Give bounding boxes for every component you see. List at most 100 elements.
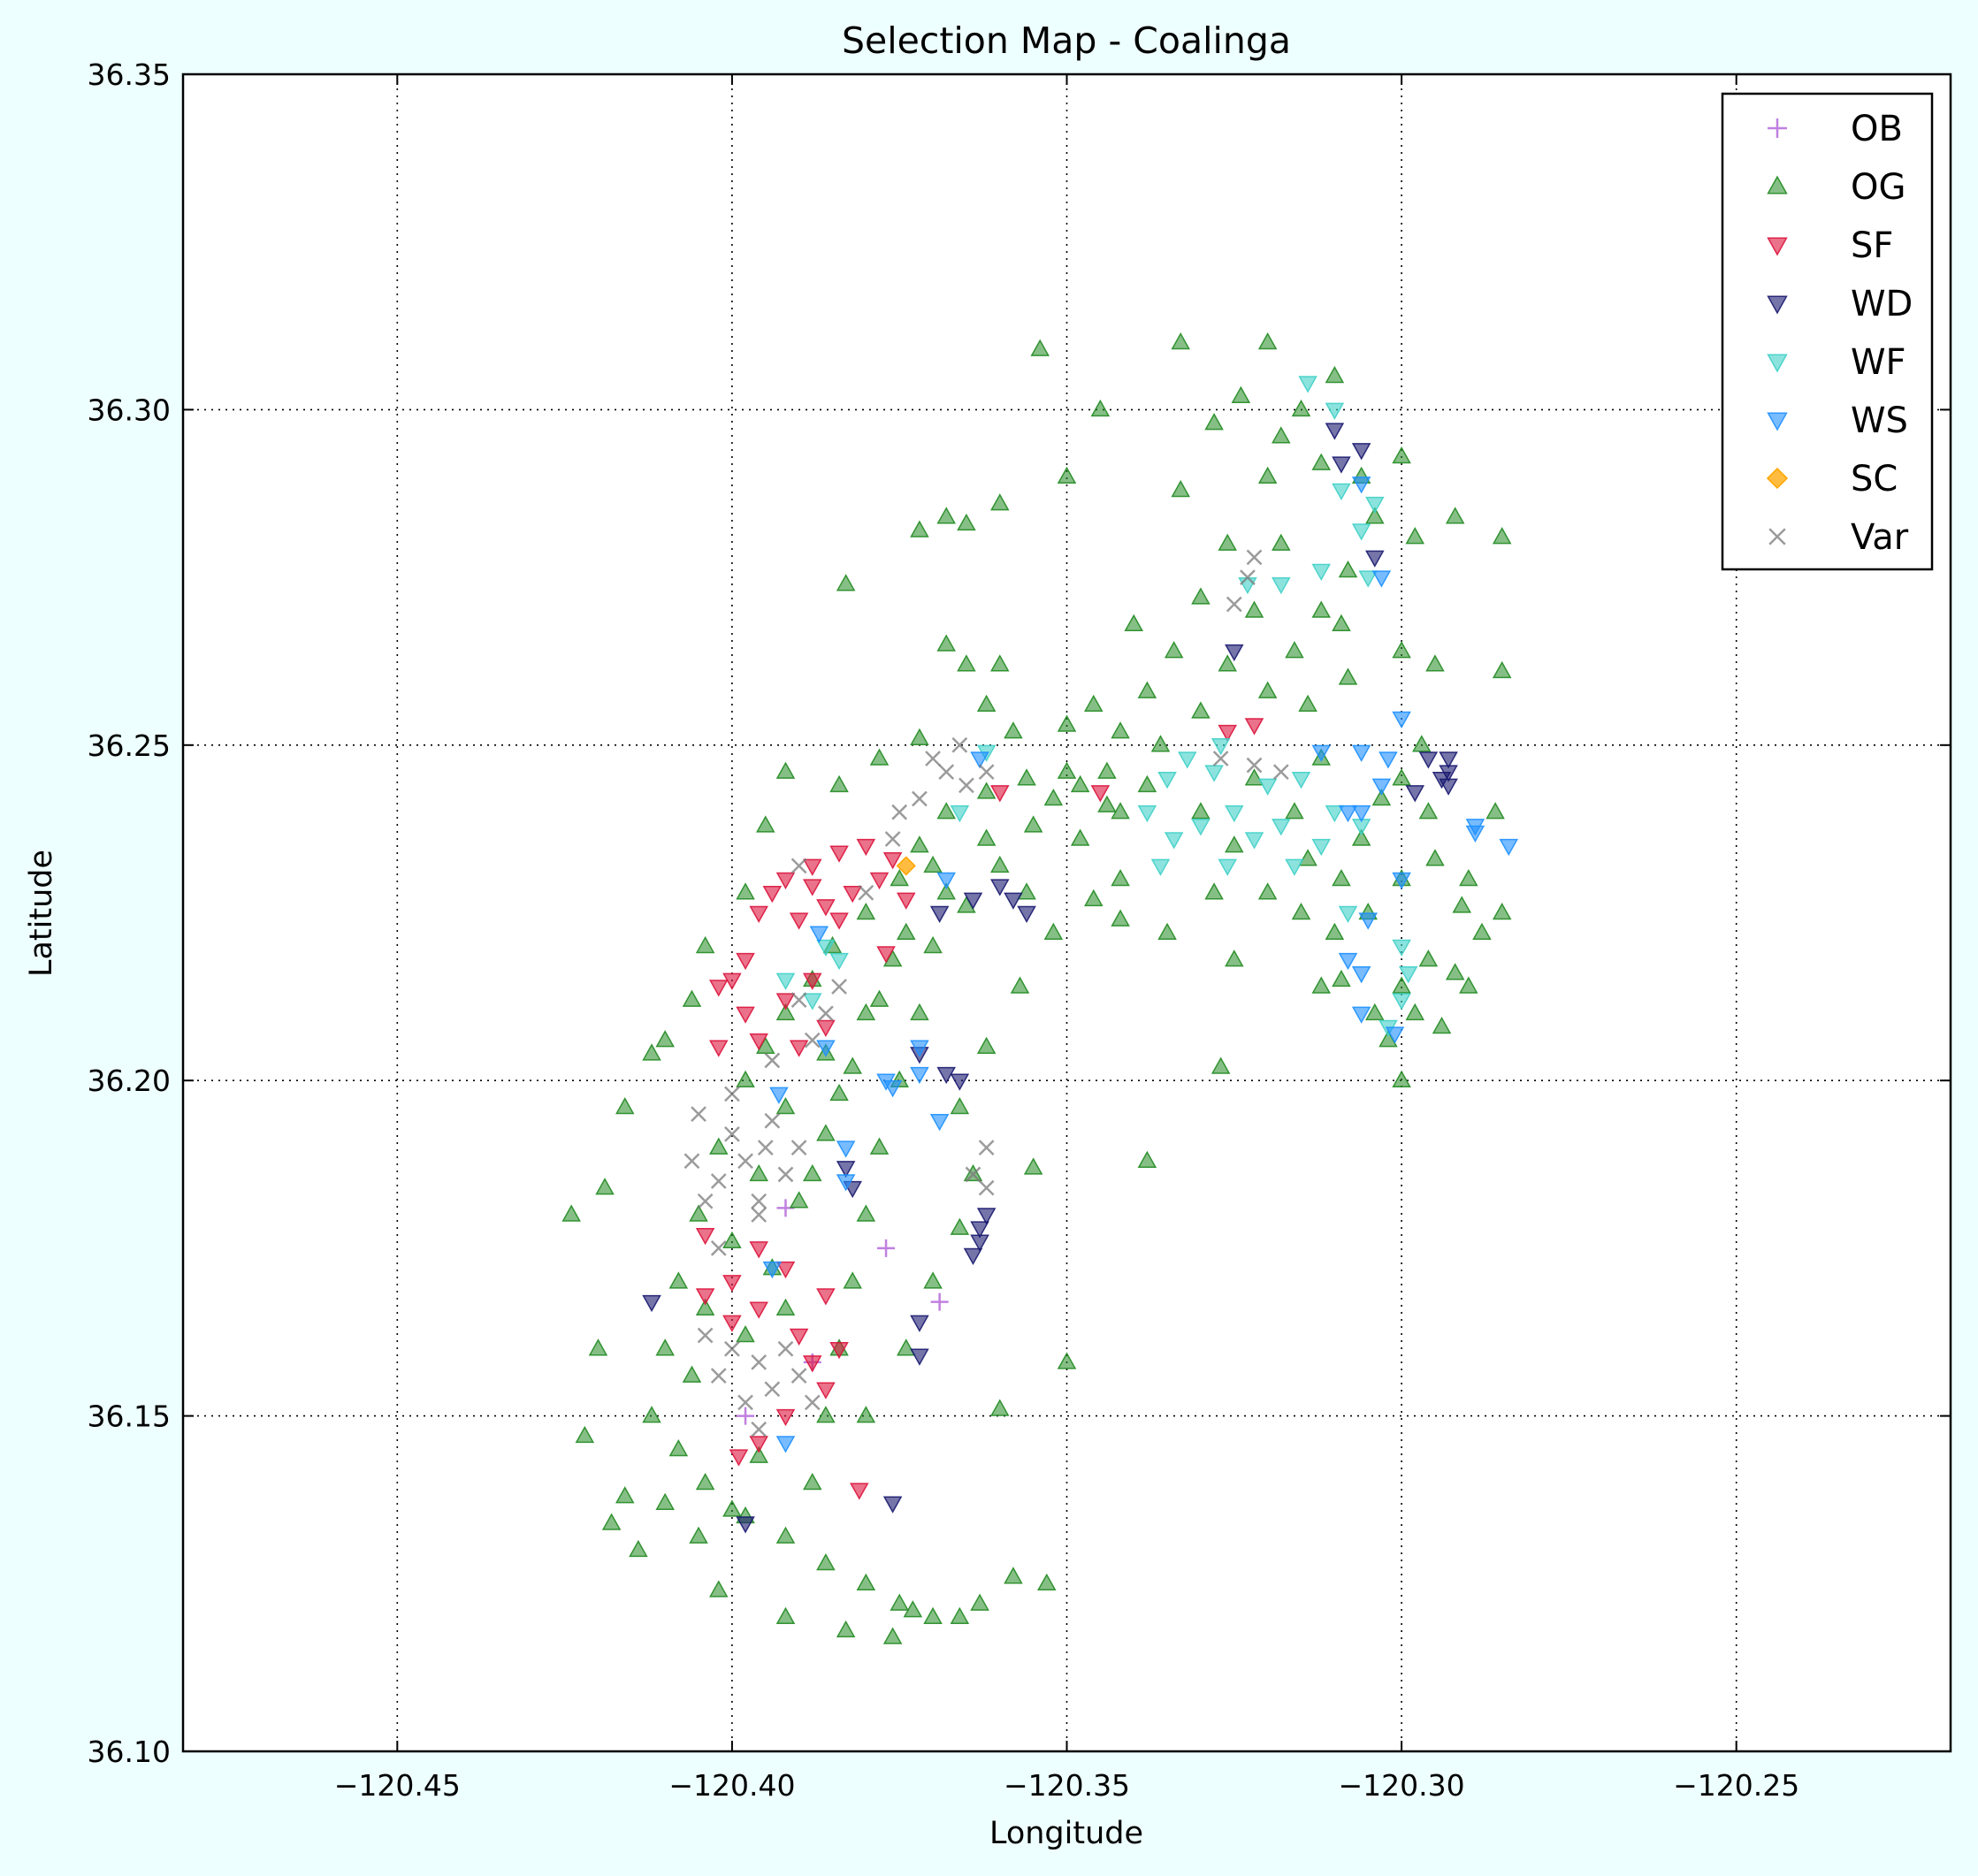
data-point-ws	[1371, 570, 1392, 588]
data-point-og	[1425, 654, 1445, 672]
data-point-og	[1371, 788, 1392, 806]
data-point-og	[708, 1137, 729, 1155]
y-tick-label: 36.30	[88, 393, 171, 427]
data-point-og	[936, 507, 956, 524]
data-point-og	[990, 1399, 1010, 1416]
data-point-sf	[695, 1227, 715, 1246]
data-point-og	[903, 1600, 923, 1618]
data-point-og	[689, 1204, 708, 1222]
data-point-og	[923, 1271, 943, 1289]
data-point-og	[1111, 869, 1130, 887]
legend-label-var: Var	[1851, 517, 1909, 558]
data-point-og	[1210, 1056, 1231, 1074]
data-point-og	[736, 1325, 755, 1343]
data-point-og	[1231, 385, 1251, 403]
data-point-ws	[836, 1140, 856, 1158]
data-point-og	[976, 828, 997, 846]
data-point-wd	[1365, 550, 1385, 568]
legend-marker-og	[1767, 175, 1788, 194]
data-point-og	[856, 902, 876, 920]
data-point-ws	[1351, 966, 1371, 984]
data-point-og	[775, 1003, 796, 1021]
data-point-og	[1010, 976, 1030, 994]
data-point-var	[777, 1166, 794, 1183]
x-tick-label: −120.45	[334, 1768, 461, 1803]
data-point-sf	[789, 1040, 809, 1057]
data-point-var	[951, 736, 968, 753]
data-point-wf	[816, 939, 836, 957]
data-point-og	[957, 654, 976, 672]
legend-marker-sc	[1766, 467, 1789, 490]
data-point-wf	[1150, 858, 1171, 876]
data-point-ws	[1371, 778, 1392, 796]
data-point-og	[1137, 774, 1157, 793]
data-point-var	[978, 764, 995, 781]
data-point-wf	[802, 993, 822, 1010]
data-point-og	[1225, 835, 1244, 853]
data-point-og	[936, 802, 956, 820]
data-point-og	[1332, 869, 1351, 887]
data-point-og	[1272, 533, 1291, 551]
y-tick-label: 36.20	[88, 1064, 171, 1098]
data-point-ws	[769, 1087, 789, 1104]
data-point-var	[978, 1179, 995, 1196]
data-point-og	[1325, 365, 1345, 384]
data-point-wf	[1351, 523, 1371, 541]
data-point-sf	[749, 1436, 768, 1453]
data-point-var	[965, 1166, 981, 1183]
data-point-sf	[1090, 785, 1111, 803]
data-point-ws	[1499, 838, 1519, 857]
data-point-og	[976, 1036, 997, 1055]
data-point-og	[1311, 453, 1332, 470]
data-point-var	[790, 992, 807, 1009]
data-point-var	[751, 1354, 768, 1370]
data-point-og	[1111, 721, 1130, 739]
data-point-og	[775, 761, 796, 779]
data-point-var	[764, 1112, 781, 1129]
data-point-og	[1332, 969, 1351, 988]
data-point-wf	[1191, 819, 1210, 836]
data-point-og	[722, 1499, 742, 1517]
data-point-wf	[1358, 570, 1378, 588]
data-point-var	[978, 1140, 995, 1155]
data-point-og	[869, 748, 890, 766]
data-point-var	[724, 1086, 740, 1102]
data-point-ws	[1392, 711, 1411, 728]
plot-area	[183, 74, 1951, 1751]
data-point-wd	[976, 1208, 997, 1225]
data-point-og	[708, 1580, 729, 1598]
data-point-og	[1257, 882, 1278, 900]
data-point-wd	[950, 1073, 970, 1091]
data-point-og	[816, 1552, 836, 1571]
data-point-wd	[1325, 423, 1345, 440]
data-point-og	[990, 493, 1010, 511]
data-point-og	[775, 1526, 796, 1544]
data-point-og	[1191, 701, 1210, 719]
data-point-sf	[816, 1382, 836, 1399]
data-point-og	[1043, 788, 1064, 806]
data-point-og	[802, 1472, 822, 1491]
data-point-og	[1037, 1573, 1057, 1591]
data-point-og	[1218, 533, 1238, 551]
data-point-og	[1017, 768, 1036, 786]
data-point-wd	[642, 1294, 661, 1313]
data-point-og	[950, 1097, 970, 1115]
data-point-wf	[1298, 376, 1317, 393]
series-sf	[695, 718, 1264, 1500]
data-point-og	[755, 815, 775, 833]
data-point-og	[957, 513, 976, 531]
data-point-sf	[722, 1275, 742, 1293]
data-point-og	[1204, 413, 1224, 431]
data-point-sf	[708, 980, 729, 997]
data-point-var	[737, 1153, 753, 1170]
data-point-var	[1212, 751, 1229, 766]
data-point-og	[936, 882, 956, 900]
data-point-og	[629, 1539, 648, 1558]
data-point-og	[1171, 479, 1191, 498]
data-point-sf	[749, 1241, 768, 1259]
data-point-wf	[1210, 738, 1231, 756]
data-point-og	[1017, 882, 1036, 900]
data-point-var	[1246, 549, 1263, 566]
data-point-wf	[1157, 771, 1177, 789]
